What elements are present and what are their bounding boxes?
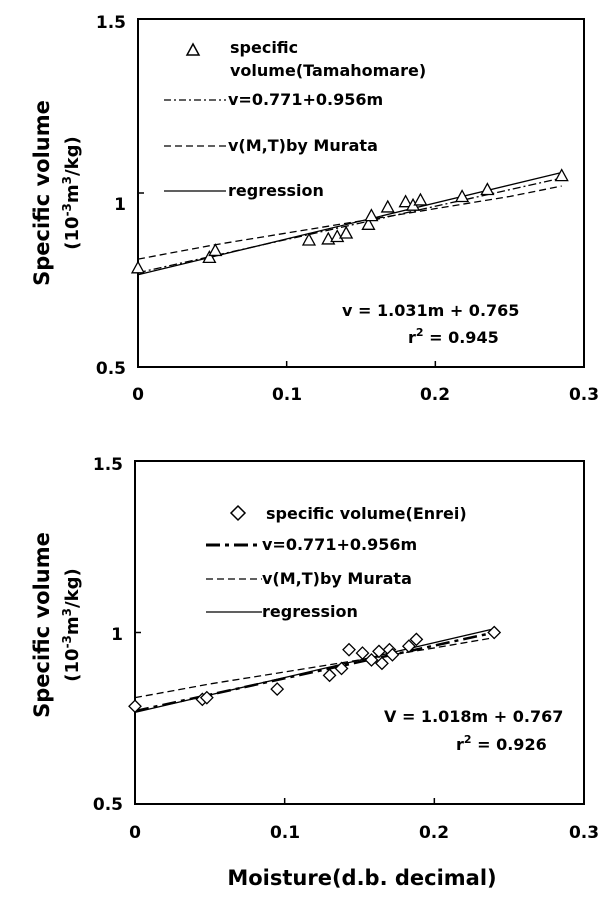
diamond-data-point xyxy=(322,668,337,683)
r-squared: r2 = 0.926 xyxy=(456,733,547,754)
triangle-data-point xyxy=(554,168,569,182)
y-tick-label: 1.5 xyxy=(93,455,123,475)
x-tick-label: 0.2 xyxy=(420,385,450,405)
x-tick-label: 0 xyxy=(129,823,141,843)
triangle-marker-icon xyxy=(185,42,201,56)
diamond-data-point xyxy=(401,639,416,654)
diamond-data-point xyxy=(487,625,502,640)
legend-dashed-label: v(M,T)by Murata xyxy=(228,136,378,155)
triangle-data-point xyxy=(130,260,146,274)
diamond-data-point xyxy=(199,690,214,705)
legend-top: specific volume(Tamahomare) v=0.771+0.95… xyxy=(164,38,426,200)
diamond-data-point xyxy=(355,646,370,660)
y-tick-label: 1.5 xyxy=(96,13,126,33)
y-axis-unit: (10-3m3/kg) xyxy=(60,568,83,681)
triangle-data-point xyxy=(364,208,379,222)
diamond-data-point xyxy=(270,682,285,697)
series-line-dashdot xyxy=(137,177,562,274)
series-line-solid xyxy=(134,628,495,714)
diamond-data-point xyxy=(334,661,349,676)
y-axis-unit: (10-3m3/kg) xyxy=(60,136,83,249)
diamond-data-point xyxy=(342,642,356,657)
y-tick-label: 0.5 xyxy=(93,795,123,815)
series-line-solid xyxy=(137,171,562,276)
triangle-data-point xyxy=(301,232,317,246)
y-tick-label: 1 xyxy=(111,625,123,645)
series-line-dashed xyxy=(137,185,562,260)
diamond-data-point xyxy=(128,699,142,714)
triangle-data-point xyxy=(413,192,428,206)
y-tick-label: 0.5 xyxy=(96,359,126,379)
triangle-data-point xyxy=(454,189,470,203)
y-axis-label: Specific volume xyxy=(30,100,54,286)
triangle-data-point xyxy=(480,182,495,196)
legend-solid-label: regression xyxy=(262,602,358,621)
chart-bottom: 1.5 1 0.5 0 0.1 0.2 0.3 Specific volume … xyxy=(30,455,599,890)
x-tick-label: 0.3 xyxy=(569,823,599,843)
x-axis-label: Moisture(d.b. decimal) xyxy=(227,866,496,890)
diamond-marker-icon xyxy=(229,504,247,522)
legend-dashdot-label: v=0.771+0.956m xyxy=(262,535,417,554)
diamond-data-point xyxy=(375,656,389,671)
y-tick-label: 1 xyxy=(114,195,126,215)
triangle-data-point xyxy=(380,199,395,213)
diamond-data-point xyxy=(364,653,379,667)
x-tick-label: 0.1 xyxy=(272,385,302,405)
triangle-data-point xyxy=(202,250,217,264)
regression-equation: V = 1.018m + 0.767 xyxy=(384,707,563,726)
triangle-data-point xyxy=(208,243,223,257)
x-tick-label: 0.3 xyxy=(569,385,599,405)
series-line-dashed xyxy=(134,637,495,699)
x-tick-label: 0 xyxy=(132,385,144,405)
r-squared: r2 = 0.945 xyxy=(408,326,499,347)
marks-bottom xyxy=(128,625,502,804)
triangle-data-point xyxy=(398,194,413,208)
triangle-data-point xyxy=(339,225,354,239)
x-tick-label: 0.1 xyxy=(270,823,300,843)
legend-dashed-label: v(M,T)by Murata xyxy=(262,569,412,588)
legend-points-label: specific volume(Enrei) xyxy=(266,504,467,523)
legend-points-label-cont: volume(Tamahomare) xyxy=(230,61,426,80)
y-axis-label: Specific volume xyxy=(30,532,54,718)
diamond-data-point xyxy=(409,632,424,647)
legend-solid-label: regression xyxy=(228,181,324,200)
legend-bottom: specific volume(Enrei) v=0.771+0.956m v(… xyxy=(206,504,467,621)
diamond-data-point xyxy=(385,647,400,662)
chart-top: 1.5 1 0.5 0 0.1 0.2 0.3 Specific volume … xyxy=(30,13,599,405)
regression-equation: v = 1.031m + 0.765 xyxy=(342,301,519,320)
legend-points-label: specific xyxy=(230,38,298,57)
legend-dashdot-label: v=0.771+0.956m xyxy=(228,90,383,109)
x-tick-label: 0.2 xyxy=(419,823,449,843)
marks-top xyxy=(130,168,569,367)
triangle-data-point xyxy=(361,216,376,230)
triangle-data-point xyxy=(330,229,345,243)
